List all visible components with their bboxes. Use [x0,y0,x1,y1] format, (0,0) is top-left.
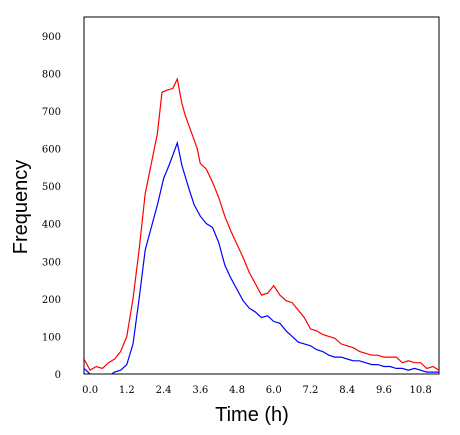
plot-frame [83,16,440,375]
x-tick-label: 8.4 [339,385,355,396]
y-tick-label: 500 [42,182,61,193]
y-axis-title: Frequency [10,160,32,255]
x-tick-label: 10.8 [410,385,432,396]
x-tick-label: 3.6 [192,385,208,396]
y-tick-label: 600 [42,145,61,156]
x-tick-label: 4.8 [229,385,245,396]
y-tick-label: 800 [42,69,61,80]
series-line-2 [84,140,439,374]
y-tick-label: 0 [55,370,61,381]
x-tick-label: 6.0 [266,385,282,396]
y-tick-label: 200 [42,295,61,306]
x-axis-title: Time (h) [215,404,289,426]
y-tick-label: 100 [42,332,61,343]
y-tick-label: 400 [42,220,61,231]
x-tick-label: 1.2 [119,385,135,396]
x-tick-labels: 0.0 1.2 2.4 3.6 4.8 6.0 7.2 8.4 9.6 10.8 [82,385,432,396]
y-tick-labels: 0 100 200 300 400 500 600 700 800 900 [42,32,61,381]
y-tick-label: 900 [42,32,61,43]
x-tick-label: 7.2 [303,385,319,396]
series-layer [84,77,439,374]
x-tick-label: 9.6 [376,385,392,396]
series-line-1 [84,77,439,372]
y-tick-label: 300 [42,257,61,268]
x-tick-label: 0.0 [82,385,98,396]
x-tick-label: 2.4 [156,385,172,396]
y-tick-label: 700 [42,107,61,118]
